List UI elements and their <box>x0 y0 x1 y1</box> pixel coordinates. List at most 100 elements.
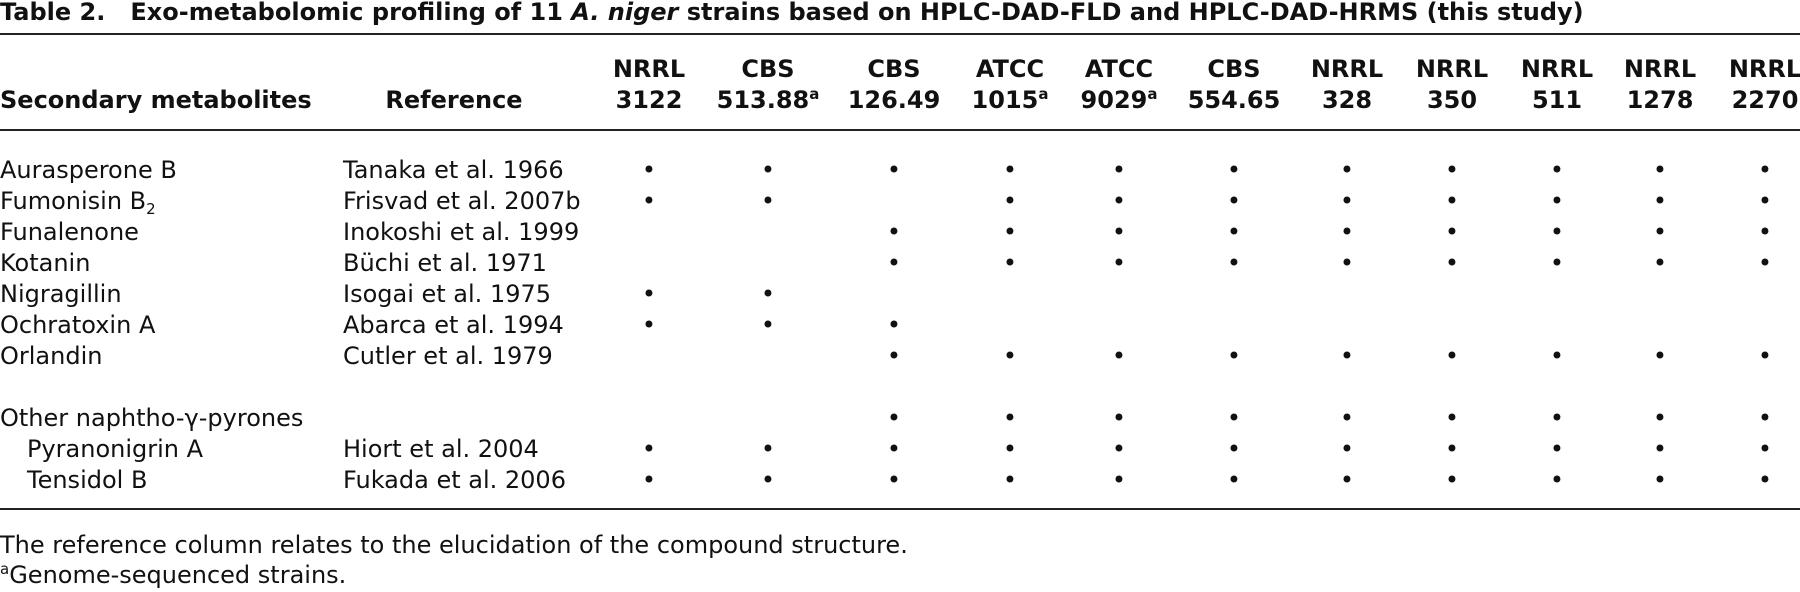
strain-name: CBS <box>1207 55 1261 83</box>
strain-number-cell: 9029a <box>1081 86 1158 114</box>
presence-dot: • <box>760 187 776 215</box>
presence-dot: • <box>886 404 902 432</box>
presence-dot: • <box>760 466 776 494</box>
presence-dot: • <box>1652 218 1668 246</box>
table-label: Table 2. <box>0 0 106 26</box>
metabolite-text: Aurasperone B <box>0 156 177 184</box>
presence-dot: • <box>641 435 657 463</box>
footnote: The reference column relates to the eluc… <box>0 531 908 559</box>
strain-number-cell: 1278 <box>1627 86 1694 114</box>
presence-dot: • <box>1444 404 1460 432</box>
presence-dot: • <box>760 311 776 339</box>
presence-dot: • <box>1002 249 1018 277</box>
presence-dot: • <box>1444 466 1460 494</box>
subscript: 2 <box>146 200 156 218</box>
strain-number-cell: 2270 <box>1732 86 1799 114</box>
strain-number: 328 <box>1321 86 1373 114</box>
presence-dot: • <box>1549 156 1565 184</box>
species-name: A. niger <box>571 0 679 26</box>
strain-name: NRRL <box>1415 55 1489 83</box>
presence-dot: • <box>1226 249 1242 277</box>
presence-dot: • <box>1757 342 1773 370</box>
strain-number: 9029 <box>1080 86 1148 114</box>
footnote-mark: a <box>1038 85 1049 103</box>
metabolite-name: Fumonisin B2 <box>0 187 156 218</box>
strain-number-cell: 3122 <box>616 86 683 114</box>
presence-dot: • <box>1002 435 1018 463</box>
strain-number: 1015 <box>971 86 1039 114</box>
footnote-text: Genome-sequenced strains. <box>9 561 347 589</box>
title-text: strains based on HPLC-DAD-FLD and HPLC-D… <box>678 0 1584 26</box>
metabolite-name: Tensidol B <box>27 466 147 494</box>
presence-dot: • <box>1549 249 1565 277</box>
presence-dot: • <box>1444 218 1460 246</box>
presence-dot: • <box>886 156 902 184</box>
presence-dot: • <box>1226 342 1242 370</box>
presence-dot: • <box>1757 156 1773 184</box>
presence-dot: • <box>1549 218 1565 246</box>
footnote-text: The reference column relates to the eluc… <box>0 531 908 559</box>
presence-dot: • <box>1226 187 1242 215</box>
presence-dot: • <box>1111 404 1127 432</box>
strain-number-cell: 511 <box>1532 86 1582 114</box>
strain-number-cell: 513.88a <box>717 86 820 114</box>
reference: Tanaka et al. 1966 <box>343 156 564 184</box>
presence-dot: • <box>641 311 657 339</box>
footnote-mark: a <box>809 85 820 103</box>
strain-name: CBS <box>741 55 795 83</box>
column-header: Reference <box>385 86 523 114</box>
presence-dot: • <box>1111 466 1127 494</box>
presence-dot: • <box>1652 187 1668 215</box>
presence-dot: • <box>1757 187 1773 215</box>
presence-dot: • <box>1226 156 1242 184</box>
strain-name: NRRL <box>1728 55 1800 83</box>
presence-dot: • <box>1652 466 1668 494</box>
presence-dot: • <box>1339 187 1355 215</box>
metabolite-text: Kotanin <box>0 249 91 277</box>
strain-number: 126.49 <box>847 86 941 114</box>
reference: Fukada et al. 2006 <box>343 466 566 494</box>
presence-dot: • <box>1652 156 1668 184</box>
presence-dot: • <box>1111 342 1127 370</box>
table-title: Table 2. Exo-metabolomic profiling of 11… <box>0 0 1584 26</box>
strain-number: 513.88 <box>716 86 810 114</box>
presence-dot: • <box>1111 187 1127 215</box>
strain-number-cell: 554.65 <box>1188 86 1281 114</box>
strain-name: NRRL <box>1623 55 1697 83</box>
reference: Abarca et al. 1994 <box>343 311 564 339</box>
strain-number: 511 <box>1531 86 1583 114</box>
metabolite-name: Kotanin <box>0 249 90 277</box>
presence-dot: • <box>1226 404 1242 432</box>
presence-dot: • <box>1002 342 1018 370</box>
metabolite-name: Orlandin <box>0 342 102 370</box>
footnote-mark: a <box>0 560 10 578</box>
presence-dot: • <box>1444 156 1460 184</box>
presence-dot: • <box>1111 156 1127 184</box>
presence-dot: • <box>1002 404 1018 432</box>
title-text: Exo-metabolomic profiling of 11 <box>130 0 572 26</box>
presence-dot: • <box>1757 466 1773 494</box>
presence-dot: • <box>1339 435 1355 463</box>
metabolite-name: Nigragillin <box>0 280 122 308</box>
presence-dot: • <box>1002 466 1018 494</box>
strain-name: NRRL <box>1520 55 1594 83</box>
presence-dot: • <box>1226 466 1242 494</box>
strain-number: 554.65 <box>1187 86 1281 114</box>
metabolite-name: Aurasperone B <box>0 156 177 184</box>
header-rule <box>0 129 1800 131</box>
metabolite-text: Other naphtho-γ-pyrones <box>0 404 304 432</box>
reference: Isogai et al. 1975 <box>343 280 552 308</box>
presence-dot: • <box>1652 342 1668 370</box>
presence-dot: • <box>760 280 776 308</box>
presence-dot: • <box>1757 218 1773 246</box>
presence-dot: • <box>1652 404 1668 432</box>
presence-dot: • <box>1226 435 1242 463</box>
strain-number-cell: 328 <box>1322 86 1372 114</box>
presence-dot: • <box>1339 466 1355 494</box>
presence-dot: • <box>1339 342 1355 370</box>
reference: Frisvad et al. 2007b <box>343 187 581 215</box>
presence-dot: • <box>1652 249 1668 277</box>
metabolite-name: Funalenone <box>0 218 139 246</box>
presence-dot: • <box>1549 187 1565 215</box>
strain-number: 1278 <box>1626 86 1694 114</box>
